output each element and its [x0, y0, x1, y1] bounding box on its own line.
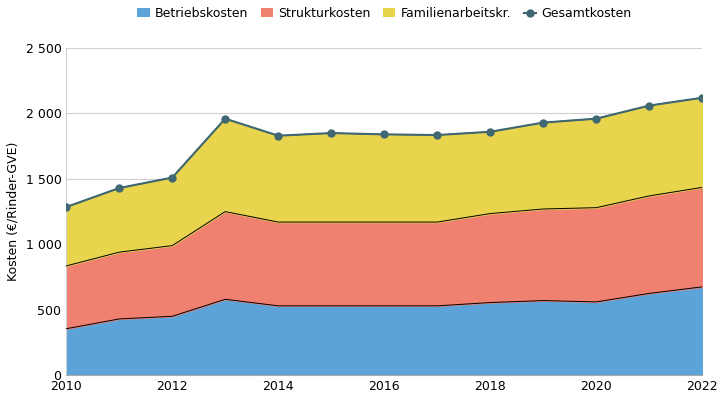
- Y-axis label: Kosten (€/Rinder-GVE): Kosten (€/Rinder-GVE): [7, 142, 20, 281]
- Legend: Betriebskosten, Strukturkosten, Familienarbeitskr., Gesamtkosten: Betriebskosten, Strukturkosten, Familien…: [132, 2, 637, 25]
